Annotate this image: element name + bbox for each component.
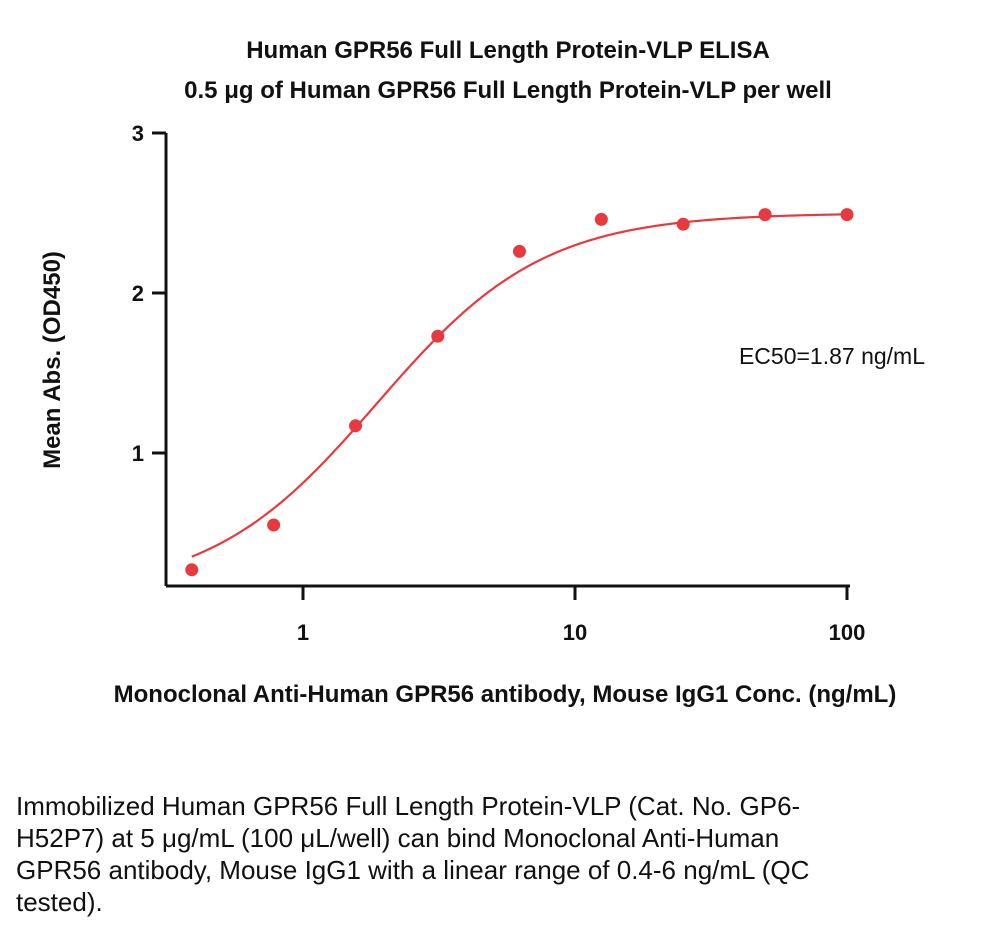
ec50-annotation: EC50=1.87 ng/mL bbox=[739, 343, 925, 369]
x-tick-label: 100 bbox=[829, 620, 866, 645]
fit-curve-group bbox=[191, 213, 848, 558]
data-point bbox=[758, 208, 772, 222]
data-points-group bbox=[185, 208, 854, 577]
tick-labels-group: 1 2 3 1 10 100 bbox=[132, 121, 866, 645]
data-point bbox=[676, 217, 690, 231]
data-point bbox=[185, 563, 199, 577]
x-tick-label: 10 bbox=[563, 620, 587, 645]
data-point bbox=[267, 518, 281, 532]
figure-caption: Immobilized Human GPR56 Full Length Prot… bbox=[16, 791, 810, 917]
data-point bbox=[349, 419, 363, 433]
data-point bbox=[431, 329, 445, 343]
data-point bbox=[840, 208, 854, 222]
y-axis-label: Mean Abs. (OD450) bbox=[39, 251, 66, 469]
y-tick-label: 1 bbox=[132, 441, 144, 466]
y-tick-label: 2 bbox=[132, 281, 144, 306]
data-point bbox=[594, 212, 608, 226]
elisa-chart: Human GPR56 Full Length Protein-VLP ELIS… bbox=[39, 37, 925, 708]
y-tick-label: 3 bbox=[132, 121, 144, 146]
data-point bbox=[512, 244, 526, 258]
chart-title: Human GPR56 Full Length Protein-VLP ELIS… bbox=[246, 37, 770, 64]
axes bbox=[152, 131, 850, 600]
x-axis-label: Monoclonal Anti-Human GPR56 antibody, Mo… bbox=[114, 681, 897, 708]
chart-subtitle: 0.5 μg of Human GPR56 Full Length Protei… bbox=[184, 77, 832, 104]
fit-curve bbox=[191, 213, 848, 558]
x-tick-label: 1 bbox=[297, 620, 309, 645]
